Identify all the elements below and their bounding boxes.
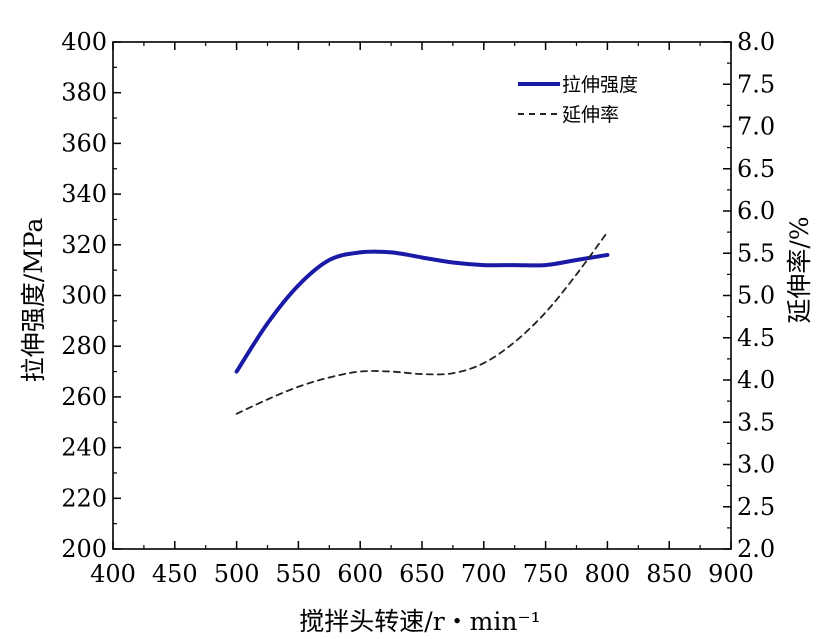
left-y-tick-label: 380 bbox=[61, 79, 107, 107]
left-y-tick-label: 360 bbox=[61, 129, 107, 157]
x-tick-label: 550 bbox=[275, 560, 321, 588]
left-y-axis-title: 拉伸强度/MPa bbox=[19, 218, 48, 383]
x-tick-label: 850 bbox=[646, 560, 692, 588]
right-y-tick-label: 3.5 bbox=[737, 408, 775, 436]
right-y-axis-title: 延伸率/% bbox=[785, 216, 814, 323]
series-lines bbox=[234, 231, 610, 415]
x-tick-label: 900 bbox=[708, 560, 754, 588]
right-y-tick-label: 6.0 bbox=[737, 197, 775, 225]
x-tick-label: 450 bbox=[152, 560, 198, 588]
left-y-tick-label: 400 bbox=[61, 28, 107, 56]
left-y-tick-label: 280 bbox=[61, 332, 107, 360]
right-y-tick-label: 5.0 bbox=[737, 282, 775, 310]
series-line-tensile-strength bbox=[234, 249, 610, 374]
left-y-tick-label: 240 bbox=[61, 434, 107, 462]
right-y-tick-label: 8.0 bbox=[737, 28, 775, 56]
x-tick-label: 700 bbox=[461, 560, 507, 588]
x-tick-label: 800 bbox=[584, 560, 630, 588]
right-y-tick-label: 4.0 bbox=[737, 366, 775, 394]
left-y-tick-label: 320 bbox=[61, 231, 107, 259]
x-axis-title: 搅拌头转速/r・min⁻¹ bbox=[299, 607, 540, 636]
left-y-tick-label: 260 bbox=[61, 383, 107, 411]
x-tick-label: 600 bbox=[337, 560, 383, 588]
legend-label-strength: 拉伸强度 bbox=[562, 74, 638, 96]
right-y-tick-label: 4.5 bbox=[737, 324, 775, 352]
tick-marks bbox=[112, 41, 732, 550]
right-y-tick-label: 2.5 bbox=[737, 493, 775, 521]
right-y-tick-label: 7.5 bbox=[737, 70, 775, 98]
left-y-tick-label: 300 bbox=[61, 282, 107, 310]
left-y-tick-label: 340 bbox=[61, 180, 107, 208]
series-line-elongation bbox=[235, 231, 609, 415]
legend-label-elongation: 延伸率 bbox=[562, 104, 619, 126]
right-y-tick-label: 2.0 bbox=[737, 535, 775, 563]
x-tick-label: 650 bbox=[399, 560, 445, 588]
right-y-tick-label: 5.5 bbox=[737, 239, 775, 267]
right-y-tick-labels: 2.0 2.5 3.0 3.5 4.0 4.5 5.0 5.5 6.0 6.5 7.0 7.5 8.0 bbox=[737, 28, 775, 563]
plot-frame bbox=[112, 41, 732, 550]
left-y-tick-label: 220 bbox=[61, 484, 107, 512]
right-y-tick-label: 7.0 bbox=[737, 113, 775, 141]
legend: 拉伸强度 延伸率 bbox=[518, 74, 638, 126]
x-tick-label: 750 bbox=[523, 560, 569, 588]
left-y-tick-labels: 200 220 240 260 280 300 320 340 360 380 400 bbox=[61, 28, 107, 563]
right-y-tick-label: 6.5 bbox=[737, 155, 775, 183]
left-y-tick-label: 200 bbox=[61, 535, 107, 563]
x-tick-labels: 400 450 500 550 600 650 700 750 800 850 900 bbox=[90, 560, 754, 588]
right-y-tick-label: 3.0 bbox=[737, 451, 775, 479]
x-tick-label: 500 bbox=[214, 560, 260, 588]
x-tick-label: 400 bbox=[90, 560, 136, 588]
